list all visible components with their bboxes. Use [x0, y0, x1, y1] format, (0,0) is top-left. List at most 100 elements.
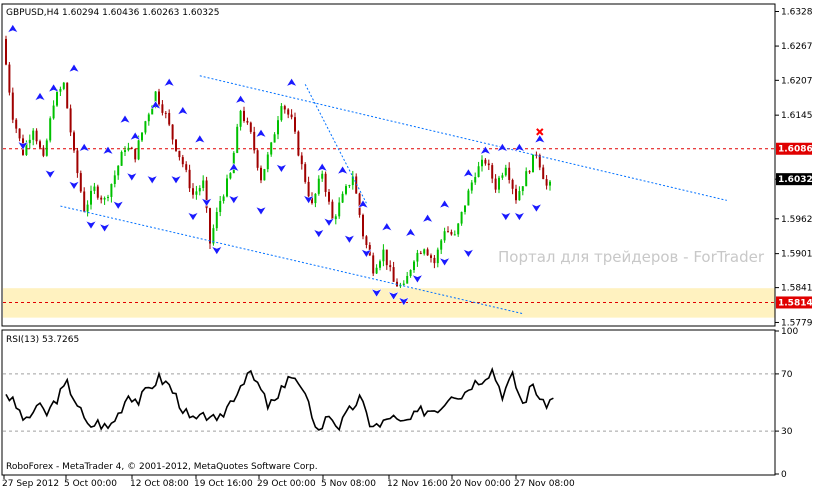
resistance-price-tag-bg [776, 142, 812, 155]
down-fractal-icon [187, 212, 199, 222]
price-tick-label: 1.63285 [781, 8, 813, 18]
channel-lower-line [60, 205, 523, 315]
down-fractal-icon [360, 248, 373, 258]
current-price-tag: 1.60325 [778, 175, 813, 185]
down-fractal-icon [387, 291, 400, 301]
up-fractal-icon [47, 83, 60, 93]
candle-body [389, 265, 392, 268]
candle-body [525, 171, 528, 187]
candle-body [515, 188, 517, 201]
candle-body [328, 191, 330, 202]
candle-body [491, 165, 494, 179]
candle-body [168, 113, 171, 125]
up-fractal-icon [404, 227, 417, 237]
candle-body [243, 110, 245, 121]
up-fractal-icon [119, 114, 131, 124]
candle-body [86, 204, 89, 212]
candle-body [222, 196, 225, 201]
down-fractal-icon [44, 169, 56, 179]
candle-body [532, 154, 534, 173]
down-fractal-icon [370, 288, 383, 298]
candle-body [504, 167, 507, 176]
candle-body [382, 249, 385, 262]
price-tick-label: 1.61455 [781, 111, 813, 121]
up-fractal-icon [381, 222, 393, 232]
down-fractal-icon [500, 212, 512, 222]
time-tick-label: 27 Nov 08:00 [514, 479, 575, 489]
candle-body [508, 167, 511, 180]
candle-body [73, 132, 75, 151]
candle-body [185, 164, 188, 170]
candle-body [178, 150, 181, 158]
candle-body [481, 159, 483, 167]
candle-body [137, 140, 140, 160]
candle-body [430, 255, 432, 258]
candle-body [467, 190, 470, 206]
candle-body [158, 91, 160, 105]
candle-body [253, 131, 256, 151]
candle-body [219, 200, 222, 213]
candle-body [188, 169, 191, 189]
candle-body [287, 109, 290, 115]
rsi-line [5, 366, 554, 432]
candle-body [246, 120, 249, 123]
candle-body [321, 173, 324, 179]
candle-body [426, 249, 429, 256]
up-fractal-icon [316, 162, 328, 172]
candle-body [256, 150, 259, 168]
candle-body [215, 212, 218, 229]
candle-body [511, 179, 514, 189]
candle-body [294, 117, 296, 132]
up-fractal-icon [534, 134, 546, 144]
candle-body [151, 105, 154, 115]
up-fractal-icon [149, 100, 162, 110]
candle-body [362, 214, 364, 237]
candle-body [419, 252, 422, 254]
candle-body [107, 196, 109, 198]
up-fractal-icon [421, 213, 434, 223]
candle-body [28, 139, 31, 144]
down-fractal-icon [323, 217, 335, 227]
candle-body [263, 169, 266, 181]
candle-body [127, 147, 130, 151]
candle-body [477, 166, 480, 178]
rsi-tick-label: 0 [781, 470, 787, 480]
cross-icon [536, 128, 544, 136]
down-fractal-icon [313, 229, 325, 239]
fractals [7, 24, 546, 306]
up-fractal-icon [34, 91, 46, 101]
candle-body [423, 249, 426, 254]
candle-body [494, 178, 497, 190]
price-chart-title: GBPUSD,H4 1.60294 1.60436 1.60263 1.6032… [6, 8, 219, 18]
up-fractal-icon [129, 131, 141, 141]
candle-body [365, 236, 368, 246]
down-fractal-icon [200, 197, 213, 207]
candle-body [195, 191, 198, 195]
candle-body [103, 197, 106, 200]
down-fractal-icon [411, 274, 424, 284]
candle-body [379, 261, 381, 268]
price-tick-label: 1.62070 [781, 76, 813, 86]
candle-body [521, 186, 524, 192]
candle-body [538, 155, 541, 168]
up-fractal-icon [194, 134, 206, 144]
up-fractal-icon [234, 94, 247, 104]
candle-body [470, 182, 473, 191]
candle-body [96, 186, 99, 198]
candle-body [453, 234, 456, 236]
candle-body [212, 228, 215, 244]
candle-body [331, 201, 334, 220]
down-fractal-icon [255, 206, 267, 216]
candle-body [79, 173, 82, 192]
up-fractal-icon [177, 106, 189, 116]
candle-body [542, 167, 545, 180]
candle-body [192, 188, 194, 195]
support-price-tag: 1.58148 [778, 298, 813, 308]
candle-body [416, 252, 419, 262]
candle-body [56, 91, 58, 106]
up-fractal-icon [7, 24, 19, 34]
price-tick-label: 1.62675 [781, 42, 813, 52]
rsi-tick-label: 70 [781, 370, 793, 380]
up-fractal-icon [479, 145, 492, 155]
